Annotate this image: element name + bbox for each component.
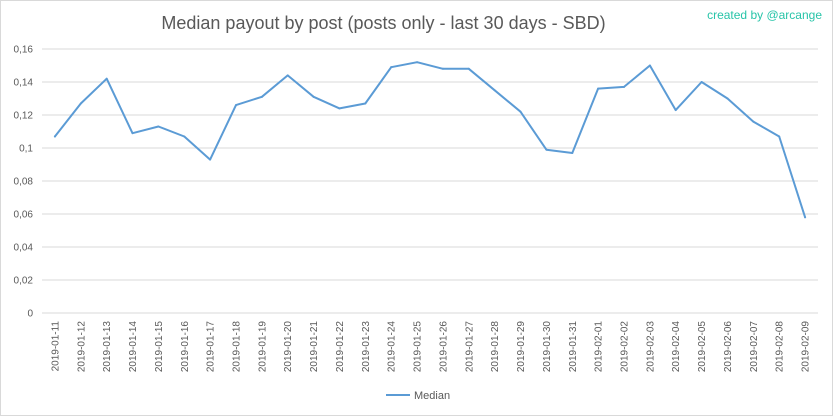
data-point bbox=[726, 97, 729, 100]
x-tick-label: 2019-01-14 bbox=[128, 321, 139, 373]
data-point bbox=[597, 87, 600, 90]
data-point bbox=[209, 158, 212, 161]
x-tick-label: 2019-01-18 bbox=[232, 321, 243, 373]
x-tick-label: 2019-02-03 bbox=[645, 321, 656, 373]
x-tick-label: 2019-01-28 bbox=[490, 321, 501, 373]
data-point bbox=[79, 102, 82, 105]
data-point bbox=[131, 132, 134, 135]
x-tick-label: 2019-01-30 bbox=[542, 321, 553, 373]
data-point bbox=[286, 74, 289, 77]
series-lines bbox=[53, 61, 807, 219]
x-tick-label: 2019-02-02 bbox=[620, 321, 631, 373]
data-point bbox=[545, 148, 548, 151]
legend-label: Median bbox=[414, 390, 450, 402]
data-point bbox=[778, 135, 781, 138]
x-tick-label: 2019-01-24 bbox=[387, 321, 398, 373]
x-tick-label: 2019-01-27 bbox=[464, 321, 475, 373]
x-tick-label: 2019-02-05 bbox=[697, 321, 708, 373]
series-line-median bbox=[53, 61, 807, 219]
data-point bbox=[157, 125, 160, 128]
x-tick-label: 2019-01-31 bbox=[568, 321, 579, 373]
data-point bbox=[700, 81, 703, 83]
x-tick-label: 2019-02-04 bbox=[671, 321, 682, 373]
y-tick-label: 0,16 bbox=[14, 45, 34, 56]
x-tick-label: 2019-01-17 bbox=[206, 321, 217, 373]
x-tick-label: 2019-01-12 bbox=[76, 321, 87, 373]
y-tick-label: 0,04 bbox=[14, 243, 34, 254]
data-point bbox=[235, 104, 237, 107]
gridlines bbox=[42, 48, 818, 314]
x-tick-label: 2019-01-26 bbox=[438, 321, 449, 373]
x-tick-label: 2019-01-13 bbox=[102, 321, 113, 373]
data-point bbox=[467, 67, 470, 70]
x-tick-label: 2019-01-23 bbox=[361, 321, 372, 373]
y-tick-label: 0,1 bbox=[19, 144, 33, 155]
x-tick-label: 2019-01-21 bbox=[309, 321, 320, 373]
data-point bbox=[804, 216, 807, 219]
y-tick-label: 0,12 bbox=[14, 111, 34, 122]
x-tick-label: 2019-02-07 bbox=[749, 321, 760, 373]
credit-label: created by @arcange bbox=[707, 8, 822, 22]
x-tick-label: 2019-02-09 bbox=[801, 321, 812, 373]
x-tick-label: 2019-02-01 bbox=[594, 321, 605, 373]
y-tick-label: 0,06 bbox=[14, 210, 34, 221]
x-tick-label: 2019-01-19 bbox=[257, 321, 268, 373]
y-tick-label: 0,08 bbox=[14, 177, 34, 188]
data-point bbox=[312, 95, 315, 98]
data-point bbox=[105, 77, 108, 80]
x-tick-label: 2019-01-16 bbox=[180, 321, 191, 373]
legend: Median bbox=[386, 390, 450, 402]
x-tick-label: 2019-01-29 bbox=[516, 321, 527, 373]
x-tick-label: 2019-01-25 bbox=[413, 321, 424, 373]
data-point bbox=[390, 66, 393, 69]
data-point bbox=[260, 95, 263, 98]
data-point bbox=[53, 135, 56, 138]
data-point bbox=[416, 61, 419, 64]
x-tick-label: 2019-01-20 bbox=[283, 321, 294, 373]
data-point bbox=[519, 110, 522, 113]
data-point bbox=[493, 89, 496, 92]
x-tick-label: 2019-01-22 bbox=[335, 321, 346, 373]
chart-title: Median payout by post (posts only - last… bbox=[161, 13, 606, 33]
data-point bbox=[183, 135, 186, 138]
data-point bbox=[364, 102, 367, 105]
y-tick-label: 0,02 bbox=[14, 276, 34, 287]
data-point bbox=[674, 109, 677, 112]
x-axis-ticks: 2019-01-11 2019-01-12 2019-01-13 2019-01-14… bbox=[50, 321, 811, 373]
y-tick-label: 0,14 bbox=[14, 78, 34, 89]
data-point bbox=[648, 64, 651, 67]
y-tick-label: 0 bbox=[27, 309, 33, 320]
data-point bbox=[338, 107, 341, 110]
x-tick-label: 2019-02-06 bbox=[723, 321, 734, 373]
data-point bbox=[441, 67, 444, 70]
data-point bbox=[571, 151, 574, 154]
data-point bbox=[752, 120, 755, 123]
x-tick-label: 2019-01-11 bbox=[50, 321, 61, 372]
x-tick-label: 2019-02-08 bbox=[775, 321, 786, 373]
data-point bbox=[623, 85, 625, 88]
y-axis-ticks: 0 0,02 0,04 0,06 0,08 0,1 0,12 0,14 0,16 bbox=[14, 45, 34, 320]
x-tick-label: 2019-01-15 bbox=[154, 321, 165, 373]
